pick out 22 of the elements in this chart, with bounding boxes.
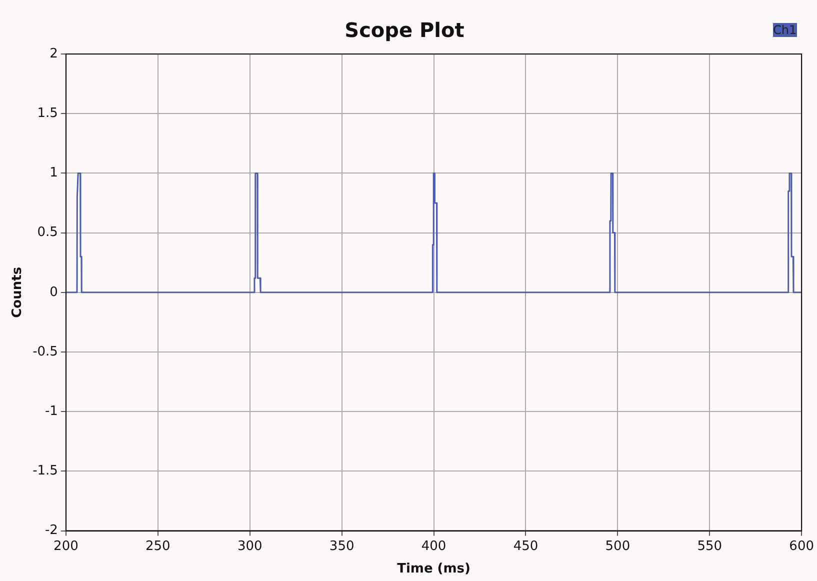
x-tick-label: 500 (605, 538, 630, 554)
x-axis-title: Time (ms) (397, 562, 470, 577)
y-tick-label: -1 (44, 404, 58, 419)
x-tick-label: 450 (513, 538, 538, 554)
y-tick-label: 2 (50, 46, 58, 62)
chart-title: Scope Plot (344, 18, 465, 42)
x-tick-label: 550 (697, 538, 722, 554)
x-tick-label: 350 (329, 538, 354, 554)
y-tick-label: 1.5 (37, 106, 58, 121)
x-tick-label: 300 (237, 538, 262, 554)
x-tick-label: 200 (54, 538, 78, 554)
x-tick-label: 400 (421, 538, 446, 554)
x-tick-label: 250 (146, 538, 170, 554)
y-axis-title: Counts (10, 266, 26, 318)
text: Ch1 (772, 23, 797, 37)
y-tick-label: -1.5 (32, 464, 58, 479)
y-tick-label: -2 (44, 523, 58, 538)
y-tick-label: 1 (50, 166, 58, 181)
y-tick-label: 0.5 (37, 225, 58, 240)
y-tick-label: 0 (50, 284, 58, 300)
x-tick-label: 600 (789, 538, 814, 554)
y-tick-label: -0.5 (32, 344, 58, 360)
